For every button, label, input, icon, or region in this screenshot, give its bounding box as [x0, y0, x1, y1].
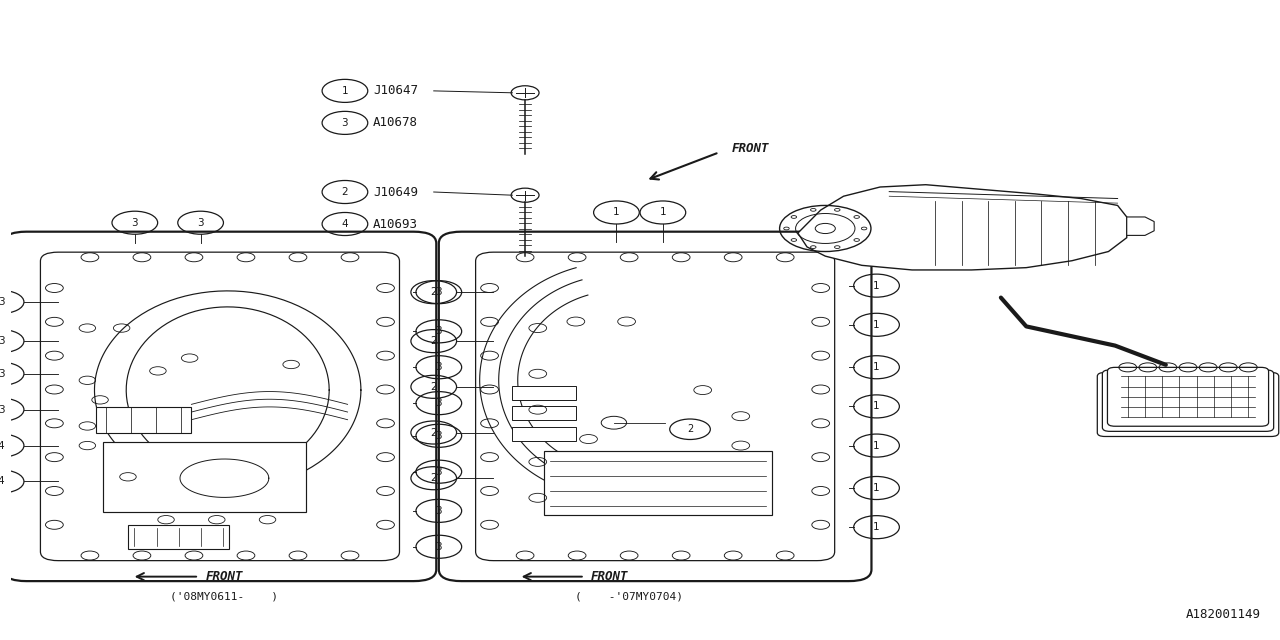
FancyBboxPatch shape — [1107, 367, 1268, 426]
Text: 3: 3 — [435, 506, 442, 516]
Text: J10649: J10649 — [372, 186, 417, 198]
FancyBboxPatch shape — [4, 232, 436, 581]
FancyBboxPatch shape — [1097, 372, 1279, 436]
Text: 2: 2 — [430, 382, 436, 392]
Text: 3: 3 — [0, 404, 4, 415]
Text: 4: 4 — [0, 476, 4, 486]
Text: 1: 1 — [659, 207, 666, 218]
Text: FRONT: FRONT — [205, 570, 243, 583]
FancyBboxPatch shape — [1102, 370, 1274, 431]
Text: 4: 4 — [342, 219, 348, 229]
Text: 1: 1 — [873, 280, 879, 291]
Text: 3: 3 — [435, 398, 442, 408]
Text: 1: 1 — [873, 522, 879, 532]
Text: 2: 2 — [430, 287, 436, 297]
Polygon shape — [1126, 217, 1155, 236]
Text: 2: 2 — [342, 187, 348, 197]
Text: (    -'07MY0704): ( -'07MY0704) — [575, 591, 684, 602]
Text: 3: 3 — [0, 297, 4, 307]
Text: 3: 3 — [435, 326, 442, 337]
Text: 31705: 31705 — [1181, 398, 1226, 413]
Bar — [96, 407, 192, 433]
Text: 1: 1 — [342, 86, 348, 96]
Text: 3: 3 — [435, 467, 442, 477]
Text: 1: 1 — [613, 207, 620, 218]
Text: 1: 1 — [873, 401, 879, 412]
Text: A182001149: A182001149 — [1187, 608, 1261, 621]
Bar — [512, 406, 576, 420]
Bar — [512, 386, 576, 400]
Text: FRONT: FRONT — [732, 142, 769, 155]
Text: 3: 3 — [435, 431, 442, 441]
Bar — [544, 451, 773, 515]
Text: 2: 2 — [430, 336, 436, 346]
Text: 2: 2 — [430, 473, 436, 483]
Bar — [512, 427, 576, 441]
Text: 1: 1 — [873, 362, 879, 372]
Text: J10647: J10647 — [372, 84, 417, 97]
Text: 1: 1 — [873, 440, 879, 451]
Bar — [128, 525, 229, 549]
FancyBboxPatch shape — [439, 232, 872, 581]
Text: 1: 1 — [873, 320, 879, 330]
Text: 3: 3 — [435, 362, 442, 372]
Text: 3: 3 — [435, 287, 442, 297]
Text: 3: 3 — [0, 336, 4, 346]
Text: 2: 2 — [687, 424, 694, 435]
Text: 1: 1 — [873, 483, 879, 493]
Text: 3: 3 — [435, 541, 442, 552]
Text: 3: 3 — [132, 218, 138, 228]
Text: 3: 3 — [342, 118, 348, 128]
Bar — [102, 442, 306, 512]
Text: A10678: A10678 — [372, 116, 417, 129]
Text: FRONT: FRONT — [591, 570, 628, 583]
Text: ('08MY0611-    ): ('08MY0611- ) — [170, 591, 278, 602]
Polygon shape — [797, 185, 1126, 270]
Text: A10693: A10693 — [372, 218, 417, 230]
Text: 3: 3 — [0, 369, 4, 379]
Text: 4: 4 — [0, 440, 4, 451]
Text: 3: 3 — [197, 218, 204, 228]
Text: 2: 2 — [430, 428, 436, 438]
